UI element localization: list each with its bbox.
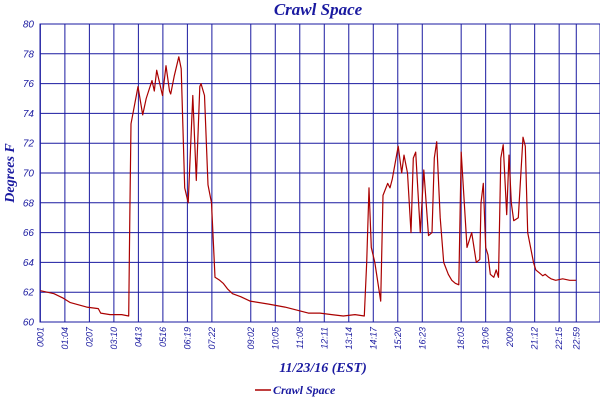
y-tick-label: 74 bbox=[23, 109, 35, 120]
x-tick-label: 12:11 bbox=[319, 327, 329, 349]
x-tick-label: 22:15 bbox=[554, 326, 564, 351]
x-tick-label: 01:04 bbox=[60, 327, 70, 350]
x-tick-label: 16:23 bbox=[417, 327, 427, 350]
y-tick-label: 70 bbox=[23, 169, 35, 180]
x-tick-label: 0001 bbox=[35, 327, 45, 347]
y-tick-label: 60 bbox=[23, 318, 35, 329]
x-axis-label: 11/23/16 (EST) bbox=[279, 361, 367, 376]
y-tick-label: 62 bbox=[23, 288, 35, 299]
x-tick-label: 0207 bbox=[84, 326, 94, 347]
x-tick-label: 10:05 bbox=[270, 326, 280, 350]
x-tick-label: 07:22 bbox=[207, 327, 217, 350]
x-tick-label: 18:03 bbox=[456, 327, 466, 350]
plot-frame bbox=[39, 23, 600, 323]
x-tick-label: 09:02 bbox=[246, 327, 256, 350]
y-tick-label: 78 bbox=[23, 49, 35, 60]
x-tick-label: 13:14 bbox=[344, 327, 354, 350]
y-tick-labels: 60 62 64 66 68 70 72 74 76 78 80 bbox=[23, 20, 35, 329]
x-tick-labels: 0001 01:04 0207 03:10 0413 0516 06:19 07:22 09:0… bbox=[35, 326, 581, 351]
legend: Crawl Space bbox=[255, 383, 336, 397]
y-tick-label: 80 bbox=[23, 20, 35, 31]
x-tick-label: 21:12 bbox=[530, 327, 540, 351]
x-tick-label: 19:06 bbox=[481, 327, 491, 350]
x-tick-label: 15:20 bbox=[393, 327, 403, 350]
x-tick-label: 03:10 bbox=[109, 327, 119, 350]
y-axis-label: Degrees F bbox=[3, 143, 18, 204]
y-tick-label: 66 bbox=[23, 228, 35, 239]
legend-label: Crawl Space bbox=[273, 383, 336, 397]
x-tick-label: 11:08 bbox=[295, 327, 305, 349]
grid-lines bbox=[39, 23, 600, 323]
y-tick-label: 72 bbox=[23, 139, 35, 150]
series-line-0 bbox=[40, 56, 577, 317]
x-tick-label: 14:17 bbox=[368, 326, 378, 350]
y-tick-label: 68 bbox=[23, 198, 35, 209]
x-tick-label: 22:59 bbox=[571, 327, 581, 351]
x-tick-label: 0516 bbox=[158, 327, 168, 347]
x-tick-label: 06:19 bbox=[182, 327, 192, 350]
x-tick-label: 0413 bbox=[133, 327, 143, 347]
x-tick-label: 2009 bbox=[505, 327, 515, 348]
series-group bbox=[40, 56, 577, 317]
y-tick-label: 64 bbox=[23, 258, 35, 269]
chart-title: Crawl Space bbox=[274, 0, 363, 19]
y-tick-label: 76 bbox=[23, 79, 35, 90]
